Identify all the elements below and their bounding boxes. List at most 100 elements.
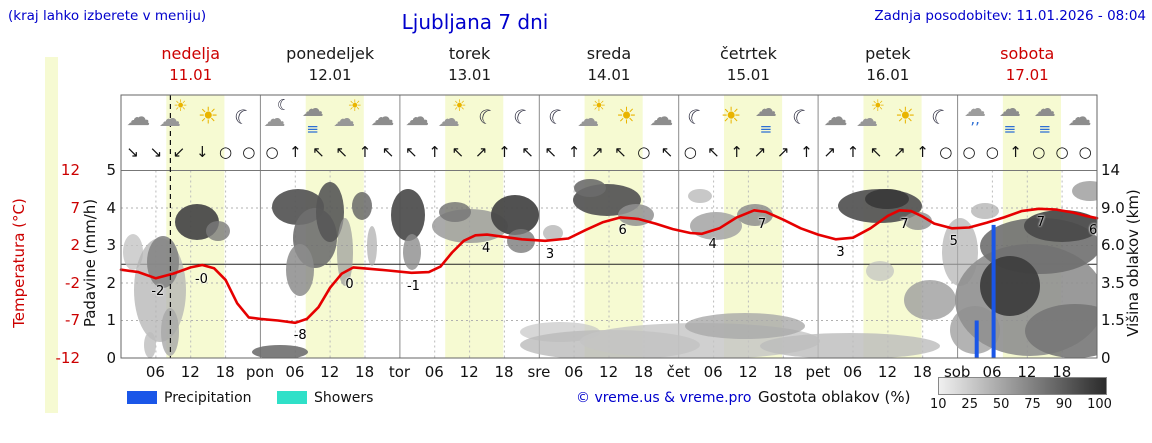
time-axis-label: 12 [738, 363, 758, 381]
wind-barb-icon: ↗ [591, 143, 604, 161]
cloud-density-blob [439, 202, 471, 222]
time-axis-label: 18 [773, 363, 793, 381]
weather-icon [330, 97, 365, 137]
temperature-tick-label: 2 [70, 236, 80, 255]
time-axis-labels: 06 12 18 pon 06 12 18 tor 06 12 18 sre 06 12 18 čet 06 12… [138, 363, 1079, 381]
wind-barb-icon: ↑ [846, 143, 860, 161]
wind-barb-icon: ↖ [312, 143, 325, 161]
weather-icon [783, 97, 818, 137]
day-name: petek [865, 44, 911, 63]
wind-barb-icon: ↗ [893, 143, 906, 161]
cloud-density-blob [1025, 304, 1097, 358]
day-header: sobota 17.01 [958, 44, 1097, 84]
precipitation-tick-label: 1 [106, 311, 116, 330]
day-name: sobota [1000, 44, 1055, 63]
precipitation-legend-swatch [127, 391, 157, 404]
precipitation-legend-label: Precipitation [164, 390, 252, 406]
wind-barb-icon: ○ [1032, 143, 1046, 161]
wind-barb-icon: ○ [683, 143, 697, 161]
cloud-density-blob [491, 195, 539, 235]
cloud-density-blob [403, 234, 421, 270]
precipitation-tick-label: 0 [106, 348, 116, 367]
wind-barb-icon: ○ [637, 143, 651, 161]
time-axis-label: sob [943, 363, 971, 381]
time-axis-label: 06 [982, 363, 1002, 381]
time-axis-label: 12 [459, 363, 479, 381]
wind-barb-icon: ↗ [776, 143, 790, 161]
cloud-height-axis-ticks: 14 9.0 6.0 3.5 1.5 0 [1101, 161, 1141, 367]
wind-barb-icon: ↑ [498, 143, 511, 161]
cloud-density-tick-labels: 10 25 50 75 90 100 [930, 397, 1112, 412]
cloud-density-tick-label: 100 [1087, 397, 1112, 412]
cloud-density-blob [737, 204, 773, 226]
weather-icon [539, 97, 574, 137]
time-axis-label: pon [245, 363, 275, 381]
cloud-density-tick-label: 50 [992, 397, 1010, 412]
weather-icon [121, 97, 156, 137]
wind-barb-icon: ↘ [126, 143, 139, 161]
cloud-height-tick-label: 14 [1101, 161, 1121, 179]
weather-icon [470, 97, 505, 137]
cloud-height-tick-label: 1.5 [1101, 311, 1125, 330]
temperature-axis-ticks: 12 7 2 -2 -7 -12 [48, 161, 81, 367]
wind-barb-icon: ↖ [660, 143, 674, 161]
weather-icon [923, 97, 958, 137]
location-hint: (kraj lahko izberete v meniju) [8, 8, 207, 24]
wind-barb-icon: ↑ [800, 143, 813, 161]
weather-icon [992, 97, 1027, 137]
cloud-density-blob [1072, 181, 1097, 201]
wind-barb-icon: ↖ [405, 143, 418, 161]
wind-barb-icon: ↖ [451, 143, 465, 161]
temperature-tick-label: 7 [70, 198, 80, 217]
time-axis-label: tor [388, 363, 411, 381]
day-date: 15.01 [726, 66, 770, 84]
weather-icon [958, 97, 993, 137]
day-header: torek 13.01 [400, 44, 539, 84]
cloud-density-blob [391, 189, 425, 241]
weather-icon [400, 97, 435, 137]
time-axis-label: 18 [912, 363, 932, 381]
wind-barb-icon: ○ [1078, 143, 1092, 161]
weather-icon [226, 97, 261, 137]
cloud-height-tick-label: 0 [1101, 348, 1111, 367]
cloud-height-tick-label: 3.5 [1101, 273, 1125, 292]
time-axis-label: 18 [1052, 363, 1072, 381]
weather-icon [1027, 97, 1062, 137]
wind-barb-icon: ○ [1055, 143, 1069, 161]
time-axis-label: 06 [285, 363, 305, 381]
wind-barb-icon: ↑ [358, 143, 372, 161]
cloud-density-blob [1024, 210, 1097, 242]
time-axis-label: 18 [633, 363, 653, 381]
cloud-density-blob [690, 212, 742, 240]
weather-icon [888, 97, 923, 137]
wind-barb-icon: ↓ [196, 143, 209, 161]
wind-barb-icon: ↖ [544, 143, 558, 161]
day-date: 11.01 [169, 66, 213, 84]
wind-barb-icon: ○ [265, 143, 279, 161]
wind-barb-icon: ○ [219, 143, 233, 161]
wind-barb-icon: ↖ [614, 143, 627, 161]
wind-barb-icon: ○ [939, 143, 953, 161]
wind-barb-icon: ↗ [474, 143, 488, 161]
wind-barb-icon: ○ [985, 143, 999, 161]
weather-icon [748, 97, 783, 137]
wind-barb-icon: ↖ [869, 143, 883, 161]
time-axis-label: 18 [494, 363, 514, 381]
page-title: Ljubljana 7 dni [401, 10, 549, 34]
wind-barb-icon: ↖ [335, 143, 349, 161]
weather-icon [853, 97, 888, 137]
credit-link[interactable]: © vreme.us & vreme.pro [576, 390, 752, 406]
weather-icon [644, 97, 679, 137]
day-header: četrtek 15.01 [679, 44, 818, 84]
weather-icon [295, 97, 330, 137]
precipitation-tick-label: 3 [106, 236, 116, 255]
weather-icon [679, 97, 714, 137]
precipitation-bar [991, 224, 996, 358]
weather-icons-row [121, 97, 1097, 137]
precipitation-bar [974, 320, 979, 358]
weather-icon [191, 97, 226, 137]
cloud-density-gradient-bar [938, 377, 1107, 395]
cloud-density-blob [971, 203, 999, 219]
wind-barb-icon: ○ [242, 143, 256, 161]
